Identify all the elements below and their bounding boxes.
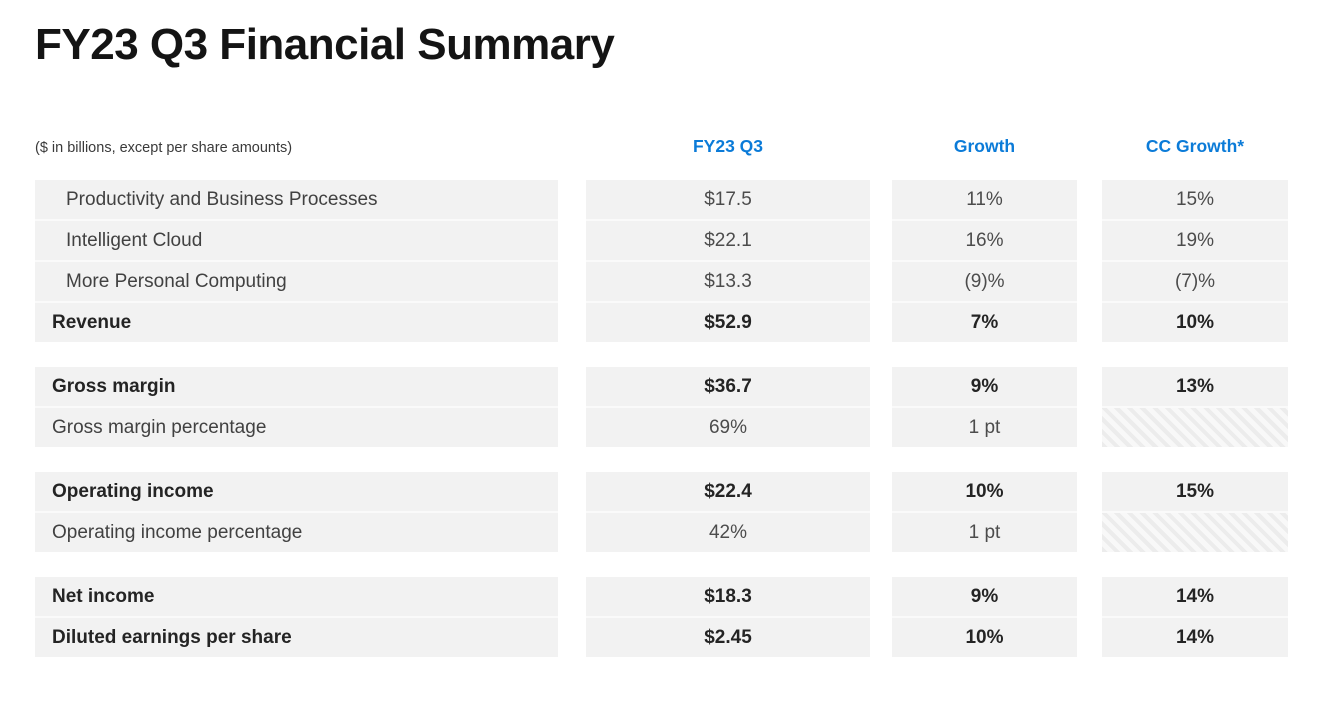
table-row-intelligent-cloud: Intelligent Cloud $22.1 16% 19% [35, 219, 1288, 260]
row-label: Net income [35, 577, 558, 616]
growth-value: 9% [892, 367, 1077, 406]
column-gap [558, 180, 586, 219]
fy23q3-value: $18.3 [586, 577, 870, 616]
column-gap [558, 260, 586, 301]
growth-value: 16% [892, 219, 1077, 260]
row-label: Productivity and Business Processes [35, 180, 558, 219]
column-gap [1077, 616, 1102, 657]
column-gap [870, 367, 892, 406]
column-gap [1077, 406, 1102, 447]
column-gap [1077, 577, 1102, 616]
table-row-diluted-eps: Diluted earnings per share $2.45 10% 14% [35, 616, 1288, 657]
fy23q3-value: $52.9 [586, 301, 870, 342]
column-header-cc-growth: CC Growth* [1145, 136, 1245, 156]
growth-value: 7% [892, 301, 1077, 342]
table-header-row: ($ in billions, except per share amounts… [35, 136, 1288, 158]
column-gap [870, 260, 892, 301]
table-row-productivity: Productivity and Business Processes $17.… [35, 180, 1288, 219]
column-gap [1077, 511, 1102, 552]
column-gap [870, 219, 892, 260]
row-label: Diluted earnings per share [35, 616, 558, 657]
column-gap [558, 367, 586, 406]
hatched-empty-cell [1102, 406, 1288, 447]
fy23q3-value: $36.7 [586, 367, 870, 406]
column-gap [1077, 367, 1102, 406]
fy23q3-value: 69% [586, 406, 870, 447]
table-row-gross-margin-percentage: Gross margin percentage 69% 1 pt [35, 406, 1288, 447]
row-label: Operating income percentage [35, 511, 558, 552]
column-gap [558, 406, 586, 447]
page-title: FY23 Q3 Financial Summary [35, 20, 615, 69]
growth-value: 10% [892, 616, 1077, 657]
column-gap [558, 616, 586, 657]
cc-growth-value: 15% [1102, 180, 1288, 219]
column-gap [870, 180, 892, 219]
cc-growth-value: (7)% [1102, 260, 1288, 301]
column-gap [870, 406, 892, 447]
column-gap [558, 301, 586, 342]
row-label: Intelligent Cloud [35, 219, 558, 260]
cc-growth-value: 10% [1102, 301, 1288, 342]
growth-value: (9)% [892, 260, 1077, 301]
row-label: More Personal Computing [35, 260, 558, 301]
revenue-group: Productivity and Business Processes $17.… [35, 180, 1288, 342]
table-row-operating-income-percentage: Operating income percentage 42% 1 pt [35, 511, 1288, 552]
growth-value: 11% [892, 180, 1077, 219]
table-row-net-income: Net income $18.3 9% 14% [35, 577, 1288, 616]
column-gap [558, 577, 586, 616]
column-gap [1077, 472, 1102, 511]
table-row-gross-margin: Gross margin $36.7 9% 13% [35, 367, 1288, 406]
row-label: Operating income [35, 472, 558, 511]
net-income-group: Net income $18.3 9% 14% Diluted earnings… [35, 577, 1288, 657]
growth-value: 9% [892, 577, 1077, 616]
column-gap [558, 472, 586, 511]
column-gap [870, 301, 892, 342]
fy23q3-value: $17.5 [586, 180, 870, 219]
fy23q3-value: 42% [586, 511, 870, 552]
hatched-empty-cell [1102, 511, 1288, 552]
fy23q3-value: $22.1 [586, 219, 870, 260]
fy23q3-value: $2.45 [586, 616, 870, 657]
cc-growth-value: 14% [1102, 616, 1288, 657]
column-gap [1077, 260, 1102, 301]
cc-growth-value: 15% [1102, 472, 1288, 511]
column-header-growth: Growth [953, 136, 1016, 156]
units-note: ($ in billions, except per share amounts… [35, 140, 293, 156]
column-header-fy23q3: FY23 Q3 [692, 136, 764, 156]
column-gap [870, 472, 892, 511]
operating-income-group: Operating income $22.4 10% 15% Operating… [35, 472, 1288, 552]
cc-growth-value: 13% [1102, 367, 1288, 406]
column-gap [870, 577, 892, 616]
growth-value: 10% [892, 472, 1077, 511]
column-gap [870, 511, 892, 552]
growth-value: 1 pt [892, 511, 1077, 552]
cc-growth-value: 19% [1102, 219, 1288, 260]
fy23q3-value: $13.3 [586, 260, 870, 301]
table-row-more-personal-computing: More Personal Computing $13.3 (9)% (7)% [35, 260, 1288, 301]
column-gap [1077, 180, 1102, 219]
column-gap [558, 219, 586, 260]
column-gap [870, 616, 892, 657]
fy23q3-value: $22.4 [586, 472, 870, 511]
column-gap [1077, 219, 1102, 260]
financial-table: ($ in billions, except per share amounts… [35, 136, 1288, 657]
cc-growth-value: 14% [1102, 577, 1288, 616]
row-label: Revenue [35, 301, 558, 342]
growth-value: 1 pt [892, 406, 1077, 447]
row-label: Gross margin [35, 367, 558, 406]
row-label: Gross margin percentage [35, 406, 558, 447]
column-gap [558, 511, 586, 552]
column-gap [1077, 301, 1102, 342]
table-row-operating-income: Operating income $22.4 10% 15% [35, 472, 1288, 511]
gross-margin-group: Gross margin $36.7 9% 13% Gross margin p… [35, 367, 1288, 447]
table-row-revenue: Revenue $52.9 7% 10% [35, 301, 1288, 342]
